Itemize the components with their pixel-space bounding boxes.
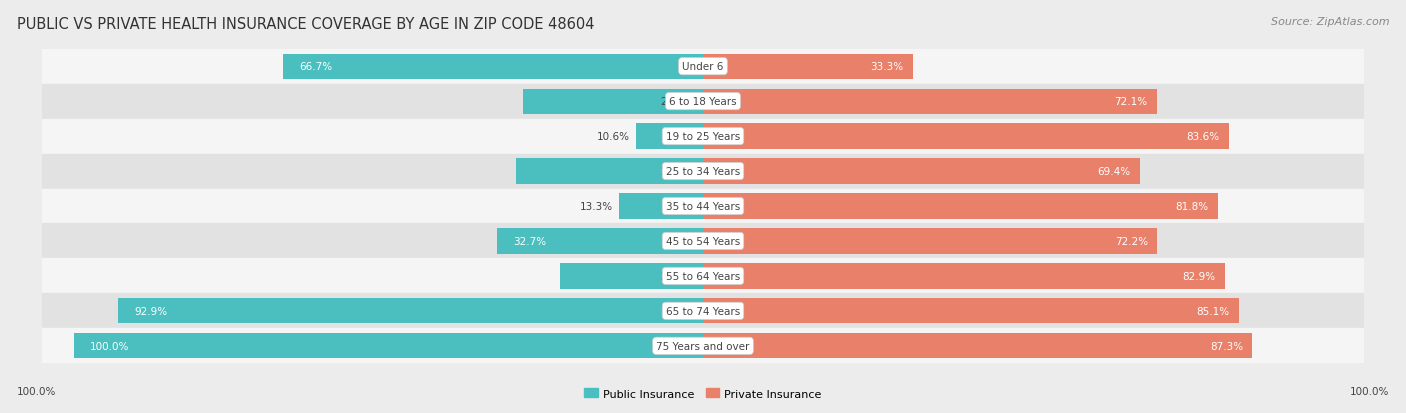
- Text: 65 to 74 Years: 65 to 74 Years: [666, 306, 740, 316]
- Text: 83.6%: 83.6%: [1187, 132, 1219, 142]
- Text: 13.3%: 13.3%: [579, 202, 613, 211]
- Bar: [283, 55, 703, 80]
- Text: 75 Years and over: 75 Years and over: [657, 341, 749, 351]
- Text: 33.3%: 33.3%: [870, 62, 903, 72]
- Bar: [703, 159, 1140, 184]
- Text: 19 to 25 Years: 19 to 25 Years: [666, 132, 740, 142]
- Bar: [703, 194, 1218, 219]
- Legend: Public Insurance, Private Insurance: Public Insurance, Private Insurance: [583, 388, 823, 399]
- Bar: [703, 55, 912, 80]
- Bar: [703, 89, 1157, 114]
- Bar: [42, 294, 1364, 329]
- Text: 25 to 34 Years: 25 to 34 Years: [666, 166, 740, 177]
- Bar: [498, 229, 703, 254]
- Text: 72.2%: 72.2%: [1115, 236, 1147, 247]
- Text: 100.0%: 100.0%: [90, 341, 129, 351]
- Text: 32.7%: 32.7%: [513, 236, 546, 247]
- Text: PUBLIC VS PRIVATE HEALTH INSURANCE COVERAGE BY AGE IN ZIP CODE 48604: PUBLIC VS PRIVATE HEALTH INSURANCE COVER…: [17, 17, 595, 31]
- Bar: [42, 329, 1364, 363]
- Text: 10.6%: 10.6%: [598, 132, 630, 142]
- Bar: [42, 119, 1364, 154]
- Bar: [703, 333, 1253, 358]
- Bar: [703, 229, 1157, 254]
- Text: 66.7%: 66.7%: [299, 62, 332, 72]
- Text: 85.1%: 85.1%: [1197, 306, 1229, 316]
- Text: Source: ZipAtlas.com: Source: ZipAtlas.com: [1271, 17, 1389, 26]
- Bar: [42, 154, 1364, 189]
- Bar: [523, 89, 703, 114]
- Bar: [42, 189, 1364, 224]
- Text: 6 to 18 Years: 6 to 18 Years: [669, 97, 737, 107]
- Text: 100.0%: 100.0%: [17, 387, 56, 396]
- Text: 28.6%: 28.6%: [661, 97, 693, 107]
- Bar: [42, 224, 1364, 259]
- Text: 69.4%: 69.4%: [1097, 166, 1130, 177]
- Text: 22.7%: 22.7%: [661, 271, 693, 281]
- Text: 55 to 64 Years: 55 to 64 Years: [666, 271, 740, 281]
- Bar: [42, 50, 1364, 84]
- Text: 81.8%: 81.8%: [1175, 202, 1208, 211]
- Bar: [703, 263, 1225, 289]
- Text: 92.9%: 92.9%: [134, 306, 167, 316]
- Bar: [560, 263, 703, 289]
- Text: 72.1%: 72.1%: [1114, 97, 1147, 107]
- Text: 87.3%: 87.3%: [1209, 341, 1243, 351]
- Text: 82.9%: 82.9%: [1182, 271, 1215, 281]
- Bar: [619, 194, 703, 219]
- Text: 45 to 54 Years: 45 to 54 Years: [666, 236, 740, 247]
- Text: 35 to 44 Years: 35 to 44 Years: [666, 202, 740, 211]
- Text: Under 6: Under 6: [682, 62, 724, 72]
- Bar: [703, 299, 1239, 324]
- Bar: [703, 124, 1229, 150]
- Bar: [42, 259, 1364, 294]
- Bar: [118, 299, 703, 324]
- Text: 29.7%: 29.7%: [661, 166, 693, 177]
- Bar: [516, 159, 703, 184]
- Bar: [637, 124, 703, 150]
- Text: 100.0%: 100.0%: [1350, 387, 1389, 396]
- Bar: [42, 84, 1364, 119]
- Bar: [73, 333, 703, 358]
